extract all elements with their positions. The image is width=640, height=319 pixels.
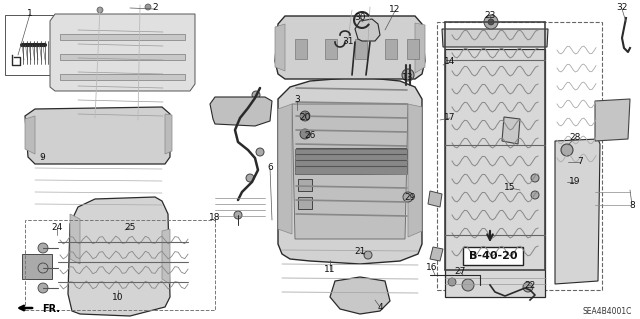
- Text: 26: 26: [304, 130, 316, 139]
- Circle shape: [561, 144, 573, 156]
- Text: 24: 24: [51, 224, 63, 233]
- Polygon shape: [355, 19, 380, 41]
- Polygon shape: [428, 191, 442, 207]
- Text: 2: 2: [152, 4, 158, 12]
- Polygon shape: [292, 104, 408, 239]
- Text: 7: 7: [577, 158, 583, 167]
- Text: SEA4B4001C: SEA4B4001C: [582, 308, 632, 316]
- Text: 11: 11: [324, 265, 336, 275]
- Text: FR.: FR.: [42, 304, 60, 314]
- Text: 18: 18: [209, 213, 221, 222]
- Circle shape: [364, 251, 372, 259]
- Circle shape: [38, 263, 48, 273]
- Text: 27: 27: [454, 268, 466, 277]
- Polygon shape: [445, 49, 545, 297]
- Polygon shape: [298, 197, 312, 209]
- Circle shape: [484, 15, 498, 29]
- Polygon shape: [275, 24, 285, 71]
- Circle shape: [462, 279, 474, 291]
- Bar: [463, 247, 523, 265]
- Polygon shape: [555, 139, 600, 284]
- Circle shape: [300, 111, 310, 121]
- Polygon shape: [210, 97, 272, 126]
- Circle shape: [252, 91, 260, 99]
- Polygon shape: [595, 99, 630, 141]
- Circle shape: [531, 174, 539, 182]
- Circle shape: [38, 243, 48, 253]
- Polygon shape: [408, 104, 422, 237]
- Circle shape: [234, 211, 242, 219]
- Text: 4: 4: [377, 302, 383, 311]
- Polygon shape: [68, 197, 170, 316]
- Text: 12: 12: [389, 5, 401, 14]
- Circle shape: [523, 282, 533, 292]
- Text: 16: 16: [426, 263, 438, 272]
- Text: 23: 23: [484, 11, 496, 19]
- Polygon shape: [385, 39, 397, 59]
- Text: 20: 20: [300, 113, 310, 122]
- Text: 32: 32: [616, 4, 628, 12]
- Text: 28: 28: [570, 133, 580, 143]
- Text: 1: 1: [27, 9, 33, 18]
- Text: 3: 3: [294, 95, 300, 105]
- Text: 9: 9: [39, 152, 45, 161]
- Polygon shape: [442, 29, 548, 47]
- Circle shape: [300, 129, 310, 139]
- Polygon shape: [60, 54, 185, 60]
- Circle shape: [246, 174, 254, 182]
- Polygon shape: [162, 229, 170, 284]
- Circle shape: [38, 283, 48, 293]
- Circle shape: [402, 69, 414, 81]
- Bar: [25, 220, 215, 310]
- Bar: [5, 15, 63, 75]
- Text: 10: 10: [112, 293, 124, 302]
- Polygon shape: [295, 39, 307, 59]
- Polygon shape: [60, 74, 185, 80]
- Text: 17: 17: [444, 114, 456, 122]
- Circle shape: [145, 4, 151, 10]
- Polygon shape: [25, 116, 35, 154]
- Circle shape: [403, 192, 413, 202]
- Polygon shape: [430, 247, 443, 261]
- Text: 21: 21: [355, 248, 365, 256]
- Polygon shape: [502, 117, 520, 144]
- Circle shape: [97, 7, 103, 13]
- Text: 13: 13: [403, 73, 413, 83]
- Text: 30: 30: [355, 13, 365, 23]
- Text: 25: 25: [124, 224, 136, 233]
- Polygon shape: [325, 39, 337, 59]
- Polygon shape: [298, 179, 312, 191]
- Circle shape: [448, 278, 456, 286]
- Bar: [437, 22, 602, 290]
- Text: 15: 15: [504, 183, 516, 192]
- Polygon shape: [70, 214, 80, 264]
- Text: 31: 31: [342, 38, 354, 47]
- Text: 6: 6: [267, 164, 273, 173]
- Circle shape: [240, 114, 248, 122]
- Text: 8: 8: [629, 201, 635, 210]
- Polygon shape: [278, 77, 422, 264]
- Polygon shape: [295, 149, 407, 174]
- Polygon shape: [165, 114, 172, 154]
- Text: B-40-20: B-40-20: [468, 251, 517, 261]
- Text: 19: 19: [569, 177, 580, 187]
- Text: 29: 29: [404, 194, 416, 203]
- Polygon shape: [22, 254, 52, 279]
- Polygon shape: [60, 34, 185, 40]
- Polygon shape: [330, 277, 390, 314]
- Text: 22: 22: [524, 280, 536, 290]
- Polygon shape: [355, 39, 367, 59]
- Circle shape: [256, 148, 264, 156]
- Circle shape: [488, 19, 494, 25]
- Polygon shape: [50, 14, 195, 91]
- Polygon shape: [25, 107, 170, 164]
- Circle shape: [531, 191, 539, 199]
- Polygon shape: [415, 23, 425, 73]
- Polygon shape: [278, 104, 292, 234]
- Text: 14: 14: [444, 57, 456, 66]
- Polygon shape: [407, 39, 419, 59]
- Polygon shape: [275, 16, 425, 79]
